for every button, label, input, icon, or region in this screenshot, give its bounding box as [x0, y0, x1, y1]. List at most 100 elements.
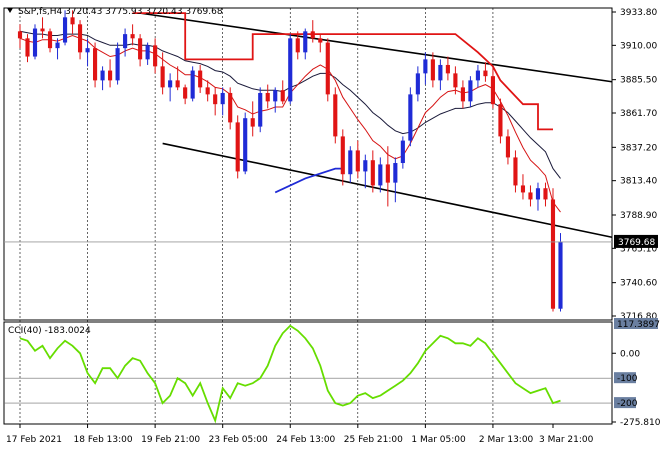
- candle-body: [123, 34, 128, 49]
- y-tick-label: 3716.80: [620, 312, 657, 322]
- collapse-triangle-icon[interactable]: [7, 8, 13, 13]
- current-price-badge: [614, 234, 658, 248]
- candle-body: [310, 31, 315, 39]
- candle-body: [318, 38, 323, 43]
- x-tick-label: 17 Feb 2021: [6, 435, 62, 445]
- support-blue-line: [274, 167, 343, 194]
- candle-body: [468, 80, 473, 102]
- candle-body: [535, 188, 541, 200]
- x-tick-label: 19 Feb 21:00: [141, 435, 200, 445]
- y-tick-label: 3740.60: [620, 279, 657, 289]
- candle-body: [520, 185, 526, 193]
- y-tick-label: 3813.40: [620, 177, 657, 187]
- candle-body: [558, 241, 563, 309]
- candle-body: [235, 122, 240, 172]
- x-tick-label: 1 Mar 05:00: [411, 435, 466, 445]
- candle-body: [17, 31, 23, 39]
- candle-body: [363, 160, 368, 172]
- cci-tick-label: -200: [617, 399, 638, 409]
- resistance-step-line: [132, 12, 553, 131]
- candle-body: [415, 73, 420, 95]
- y-tick-label: 3933.80: [620, 8, 657, 18]
- cci-line: [19, 324, 561, 424]
- candle-body: [70, 17, 75, 25]
- candle-body: [423, 59, 428, 74]
- y-tick-label: 3910.00: [620, 41, 657, 51]
- candle-body: [513, 157, 518, 186]
- y-tick-label: 3837.20: [620, 143, 657, 153]
- candle-body: [258, 92, 263, 127]
- candle-body: [153, 45, 158, 67]
- candle-body: [175, 80, 180, 88]
- candle-body: [483, 70, 488, 77]
- candle-body: [85, 48, 90, 53]
- chart-header-text: S&P,fs,H4 3720.43 3775.93 3720.43 3769.6…: [18, 7, 223, 17]
- x-tick-label: 2 Mar 13:00: [479, 435, 534, 445]
- candle-body: [340, 136, 345, 175]
- cci-tick-badge: [614, 318, 658, 329]
- cci-tick-badge: [614, 397, 636, 409]
- candle-body: [228, 92, 233, 123]
- candle-body: [505, 136, 511, 158]
- candle-body: [77, 24, 83, 53]
- candle-body: [47, 31, 53, 49]
- candle-body: [378, 164, 383, 186]
- candle-body: [145, 45, 150, 60]
- cci-panel-frame: [3, 321, 613, 425]
- cci-tick-label: 117.3897: [617, 320, 660, 330]
- candle-body: [138, 38, 143, 60]
- candle-body: [265, 92, 270, 102]
- candle-body: [93, 48, 98, 81]
- candle-body: [273, 90, 278, 102]
- candle-body: [393, 163, 398, 183]
- candle-body: [543, 188, 548, 200]
- candle-body: [385, 164, 390, 183]
- candle-body: [205, 87, 210, 95]
- candle-body: [55, 42, 60, 49]
- candle-body: [183, 87, 188, 99]
- candle-body: [198, 70, 203, 88]
- candle-body: [168, 80, 173, 88]
- candle-body: [370, 160, 375, 186]
- candle-body: [108, 70, 113, 81]
- y-tick-label: 3885.50: [620, 76, 657, 86]
- candle-body: [250, 118, 255, 127]
- x-tick-label: 3 Mar 21:00: [539, 435, 594, 445]
- candle-body: [355, 150, 360, 172]
- candle-body: [438, 64, 443, 81]
- candle-body: [280, 90, 285, 102]
- candle-body: [220, 92, 225, 105]
- cci-label: CCI(40) -183.0024: [8, 326, 91, 336]
- candle-body: [32, 28, 38, 57]
- cci-tick-badge: [614, 372, 636, 384]
- candle-body: [25, 38, 30, 57]
- candle-body: [475, 70, 480, 81]
- candle-body: [460, 87, 465, 102]
- candle-body: [303, 31, 308, 53]
- candle-body: [528, 192, 533, 200]
- candle-body: [130, 34, 135, 39]
- cci-tick-label: 0.00: [620, 349, 640, 359]
- candle-body: [453, 73, 458, 88]
- candle-body: [100, 70, 105, 81]
- candle-body: [325, 42, 330, 95]
- x-tick-label: 23 Feb 05:00: [209, 435, 268, 445]
- y-tick-label: 3765.10: [620, 244, 657, 254]
- candle-body: [160, 66, 165, 88]
- upper-trendline: [139, 12, 613, 83]
- candle-body: [333, 94, 338, 137]
- candle-body: [490, 76, 495, 105]
- candle-body: [190, 70, 195, 99]
- y-tick-label: 3788.90: [620, 211, 657, 221]
- candle-body: [213, 94, 218, 105]
- cci-tick-label: -100: [617, 374, 638, 384]
- candle-body: [550, 199, 556, 309]
- main-panel-frame: [3, 7, 613, 321]
- candle-body: [40, 28, 45, 32]
- x-tick-label: 25 Feb 21:00: [344, 435, 403, 445]
- cci-tick-label: -275.8106: [620, 418, 660, 428]
- candle-body: [243, 118, 248, 172]
- candle-body: [498, 104, 503, 137]
